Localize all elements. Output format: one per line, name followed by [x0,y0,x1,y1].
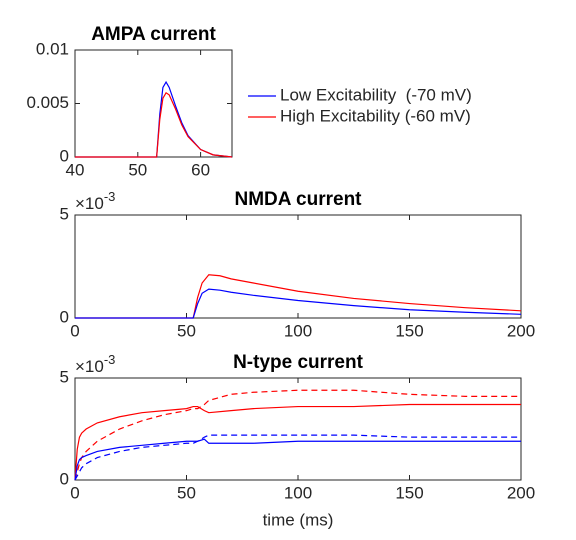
x-tick-label: 0 [70,483,79,502]
x-tick-label: 200 [507,321,535,340]
y-tick-label: 0.01 [36,39,69,58]
x-tick-label: 40 [66,160,85,179]
data-line [74,434,521,481]
y-multiplier: ×10-3 [75,189,115,213]
x-tick-label: 150 [395,321,423,340]
x-tick-label: 50 [177,483,196,502]
multiplier-exponent: -3 [104,352,116,367]
chart-title: AMPA current [91,24,216,45]
y-tick-label: 0 [60,146,69,165]
multiplier-base: ×10 [75,194,104,213]
y-tick-label: 0 [60,469,69,488]
data-line [75,288,522,319]
plot-area [74,377,522,481]
y-tick-label: 0.005 [26,93,69,112]
x-tick-label: 60 [191,160,210,179]
x-tick-label: 100 [284,321,312,340]
legend-label: Low Excitability (-70 mV) [280,85,472,104]
multiplier-exponent: -3 [104,189,116,204]
data-line [74,389,521,481]
data-line [74,403,521,481]
x-tick-label: 50 [128,160,147,179]
plot-area [74,49,233,158]
x-tick-label: 0 [70,321,79,340]
multiplier-base: ×10 [75,357,104,376]
plot-area [74,214,522,319]
x-tick-label: 150 [395,483,423,502]
chart-title: NMDA current [234,189,362,210]
y-tick-label: 5 [60,204,69,223]
y-multiplier: ×10-3 [75,352,115,376]
legend-label: High Excitability (-60 mV) [280,106,471,125]
y-tick-label: 0 [60,307,69,326]
x-tick-label: 50 [177,321,196,340]
y-tick-label: 5 [60,367,69,386]
data-line [74,438,521,481]
data-line [75,91,233,158]
x-tick-label: 100 [284,483,312,502]
x-axis-label: time (ms) [263,510,334,529]
x-tick-label: 200 [507,483,535,502]
chart-title: N-type current [233,352,364,373]
